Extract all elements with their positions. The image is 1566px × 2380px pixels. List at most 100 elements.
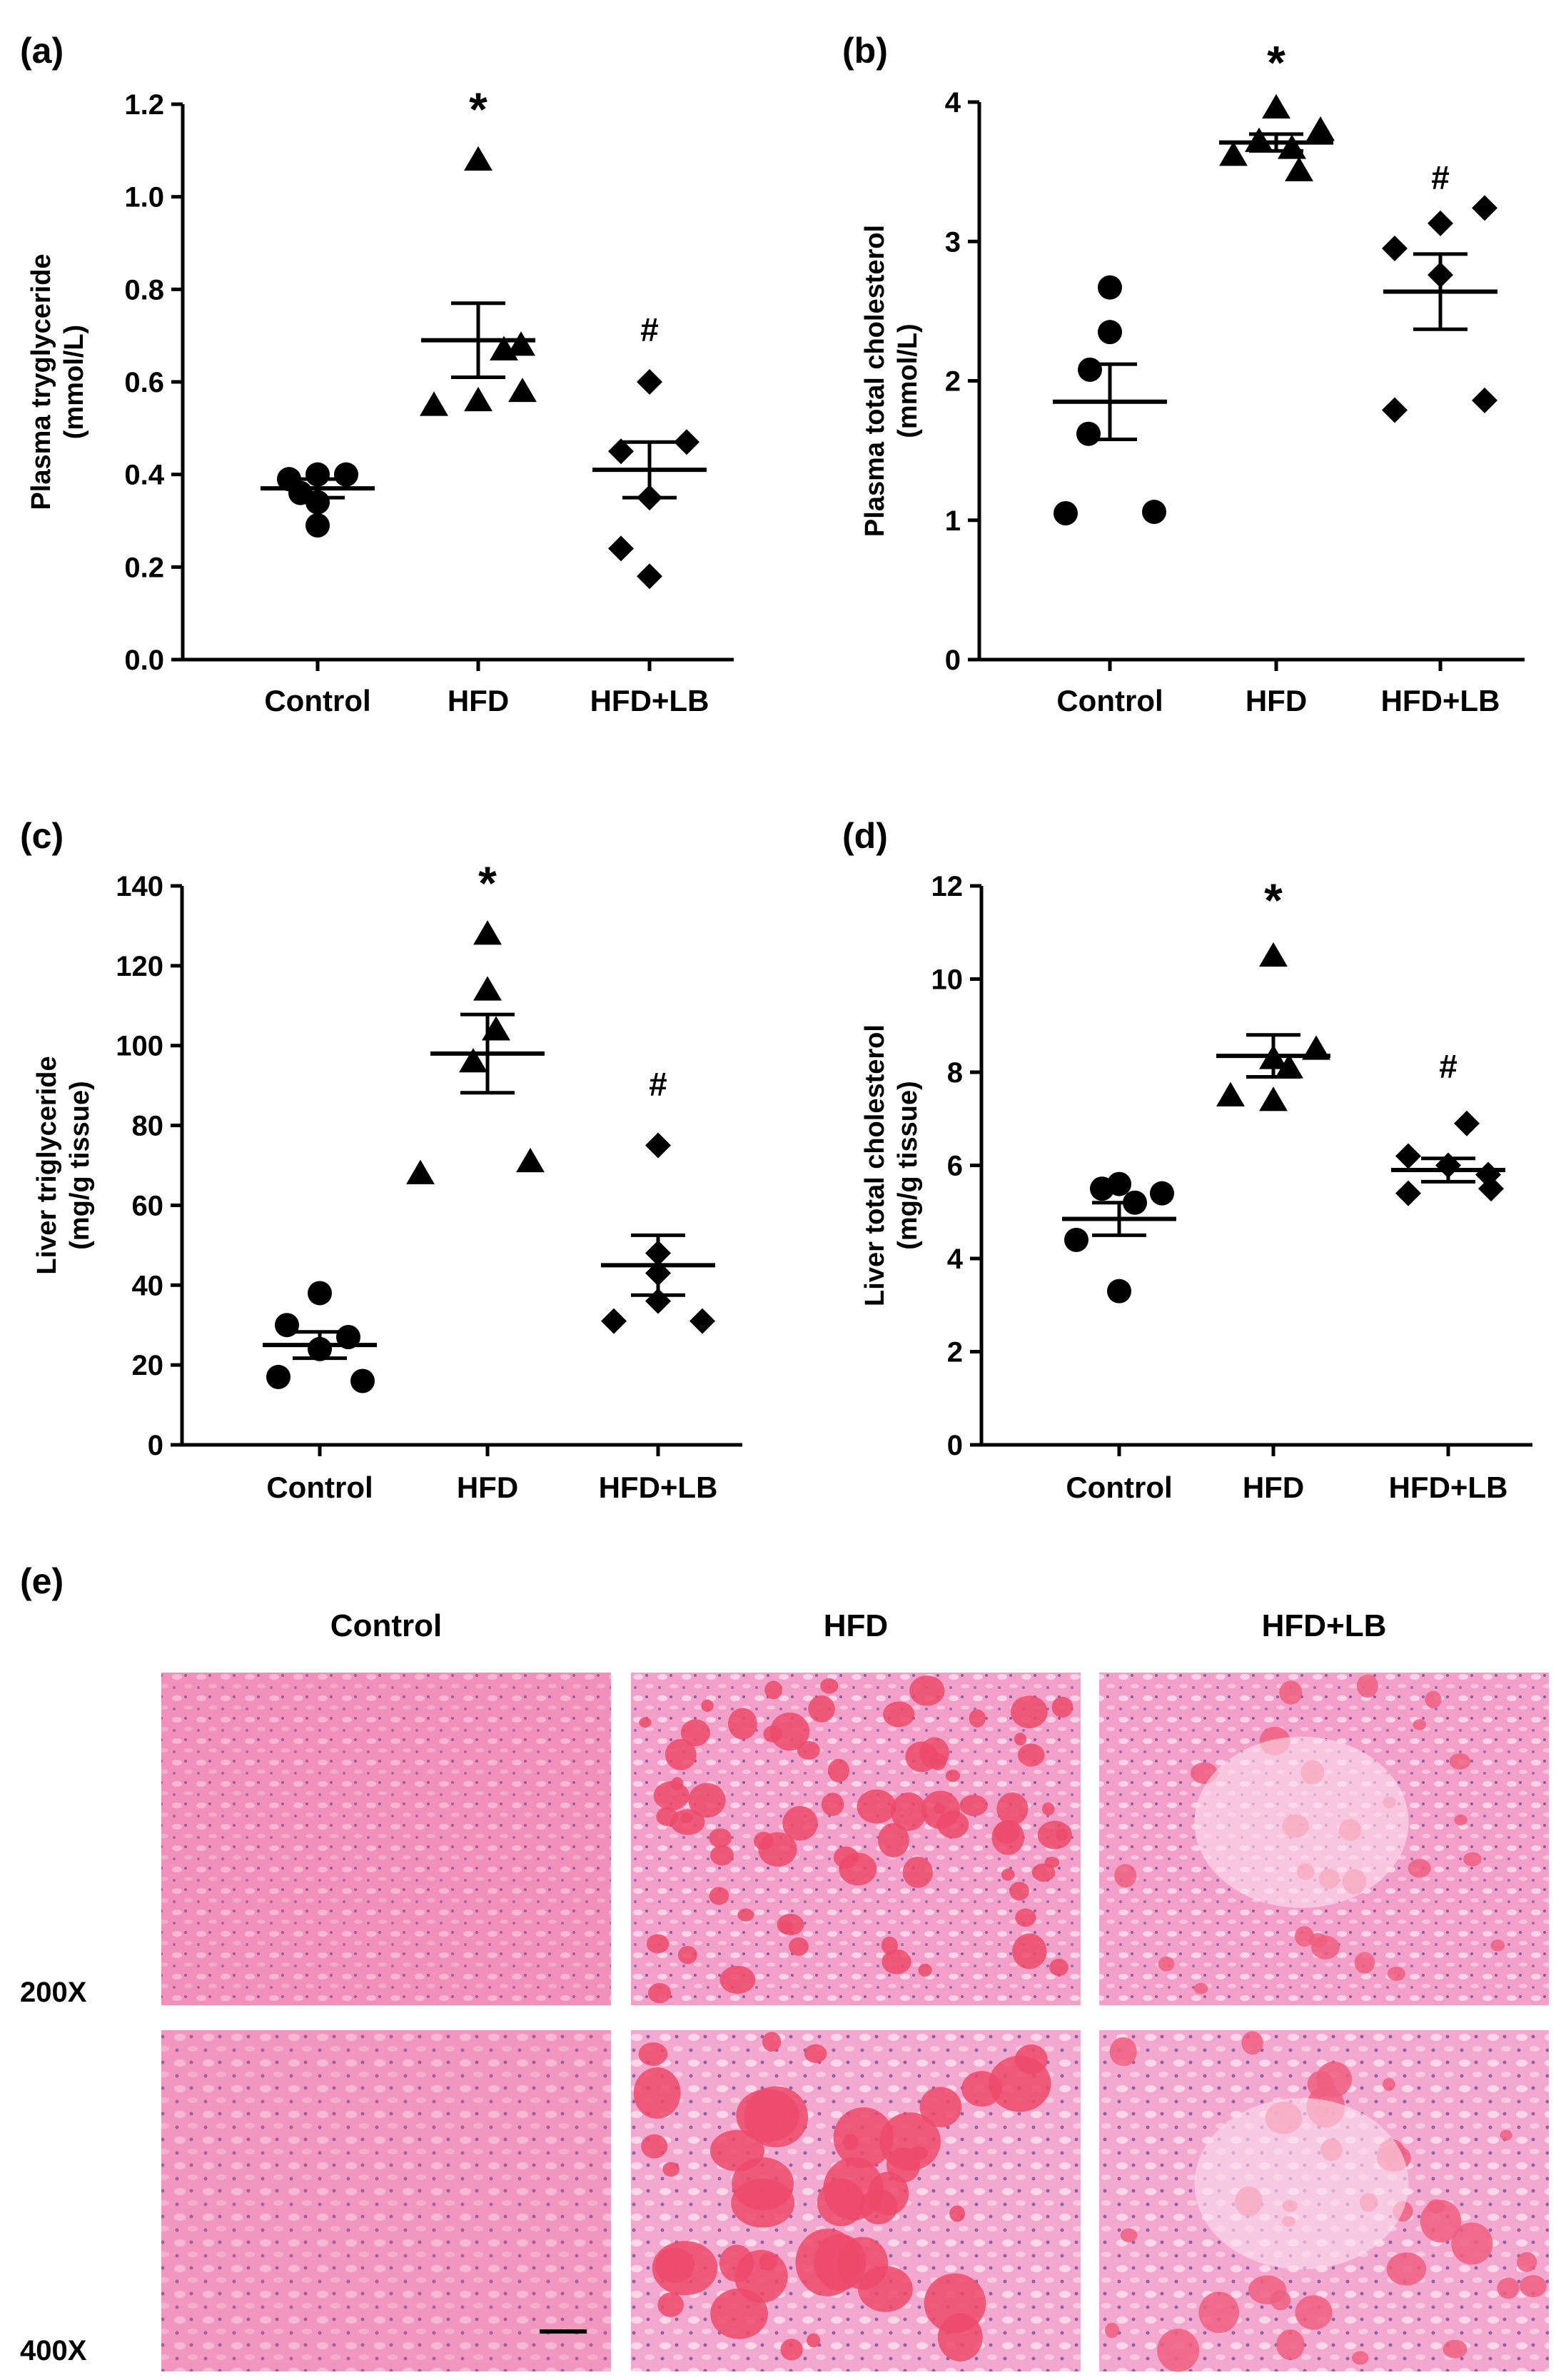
data-point [645, 1132, 671, 1159]
data-point [637, 563, 662, 590]
data-point [507, 331, 535, 356]
lipid-droplet [857, 1789, 896, 1824]
data-point [1275, 1054, 1303, 1079]
lipid-droplet [1295, 2295, 1333, 2330]
x-tick-label: HFD+LB [1389, 1471, 1508, 1504]
y-tick-label: 80 [132, 1111, 164, 1142]
lipid-droplet [937, 2313, 983, 2361]
lipid-droplet [1310, 1935, 1340, 1960]
lipid-droplet [1017, 1743, 1045, 1767]
lipid-droplet [764, 1680, 782, 1700]
data-point [1472, 195, 1497, 221]
significance-star: * [1267, 36, 1285, 89]
lipid-droplet [827, 1758, 850, 1783]
lipid-droplet [759, 2252, 777, 2271]
lipid-droplet [937, 1810, 969, 1839]
lipid-droplet [1001, 1868, 1015, 1881]
lipid-droplet [1037, 1820, 1072, 1850]
lipid-droplet [701, 1699, 714, 1713]
lipid-droplet [858, 2266, 913, 2312]
x-tick-label: HFD+LB [599, 1471, 718, 1504]
lipid-droplet [1279, 1680, 1303, 1705]
lipid-droplet [779, 1920, 793, 1934]
lipid-droplet [688, 1783, 726, 1818]
lipid-droplet [820, 1678, 839, 1694]
lipid-droplet [991, 1820, 1024, 1855]
x-tick-label: HFD [448, 684, 509, 717]
lipid-droplet [808, 1695, 835, 1723]
data-point [1382, 236, 1408, 262]
lipid-droplet [1248, 2275, 1287, 2305]
data-point [473, 920, 502, 945]
y-tick-label: 2 [947, 1337, 963, 1368]
data-point [459, 1048, 488, 1073]
y-tick-label: 100 [116, 1031, 163, 1062]
lipid-droplet [1408, 1859, 1431, 1878]
y-axis-label-line2: (mmol/L) [893, 323, 923, 438]
y-tick-label: 0.8 [124, 274, 164, 306]
data-point [608, 438, 634, 465]
y-tick-label: 1 [945, 505, 961, 537]
y-axis-label-line2: (mg/g tissue) [65, 1081, 95, 1249]
lipid-droplet [680, 1812, 693, 1823]
lipid-droplet [1109, 2037, 1137, 2067]
lipid-droplet [1158, 1956, 1175, 1972]
lipid-droplet [656, 1807, 678, 1826]
y-tick-label: 4 [947, 1244, 964, 1275]
lipid-droplet [1042, 1802, 1055, 1816]
data-point [608, 535, 634, 562]
lipid-droplet [1463, 1852, 1482, 1867]
lipid-droplet [782, 1805, 818, 1841]
data-point [266, 1364, 291, 1389]
lipid-droplet [1420, 2199, 1462, 2243]
lipid-droplet [680, 1719, 710, 1747]
lipid-droplet [762, 2032, 782, 2052]
data-point [508, 377, 537, 403]
significance-hash: # [649, 1066, 667, 1103]
lipid-droplet [909, 1675, 945, 1706]
data-point [1395, 1180, 1421, 1206]
lipid-droplet [902, 1856, 933, 1888]
data-point [1472, 387, 1497, 413]
y-tick-label: 40 [132, 1270, 164, 1301]
lipid-droplet [769, 1713, 810, 1751]
data-point [1078, 357, 1102, 382]
data-point [1098, 320, 1122, 345]
lipid-droplet [789, 1937, 809, 1956]
data-point [1090, 1176, 1114, 1201]
chart-panel-b: (b) 0 1 2 3 4 Control HFD HFD+LB Plasma total cho… [842, 31, 1525, 717]
y-tick-label: 0.6 [124, 367, 164, 398]
lipid-droplet [662, 2162, 680, 2177]
significance-hash: # [640, 311, 659, 348]
lipid-droplet [727, 1708, 757, 1740]
lipid-droplet [641, 2134, 668, 2159]
y-axis-label-line1: Plasma total cholesterol [860, 225, 890, 537]
lipid-droplet [638, 2042, 668, 2066]
lipid-droplet [657, 2292, 684, 2317]
data-point [1428, 210, 1453, 236]
data-point [689, 1308, 715, 1334]
y-axis-label: Liver triglyceride (mg/g tissue) [32, 1056, 95, 1274]
y-tick-label: 12 [931, 871, 964, 902]
lipid-droplet [754, 1832, 774, 1850]
lipid-droplet [1012, 1933, 1047, 1970]
lipid-droplet [877, 1822, 909, 1857]
chart-panel-d: (d) 0 2 4 6 8 10 12 Control HFD HFD+LB Liver total … [842, 816, 1532, 1504]
lipid-droplet [795, 2229, 860, 2296]
lipid-droplet [736, 2089, 799, 2142]
y-tick-label: 0 [148, 1430, 163, 1461]
lipid-droplet [833, 1846, 859, 1869]
lipid-droplet [709, 1828, 732, 1848]
lipid-droplet [639, 1717, 652, 1728]
lipid-droplet [833, 2107, 894, 2169]
x-tick-label: HFD+LB [590, 684, 709, 717]
data-point [308, 1281, 332, 1306]
y-tick-label: 60 [132, 1190, 164, 1221]
lipid-droplet [934, 1803, 946, 1815]
lipid-droplet [1241, 2031, 1263, 2055]
lipid-droplet [1276, 2329, 1305, 2360]
data-point [1454, 1110, 1480, 1136]
data-point [1285, 156, 1313, 181]
lipid-droplet [891, 1792, 927, 1831]
lipid-droplet [665, 1739, 697, 1770]
